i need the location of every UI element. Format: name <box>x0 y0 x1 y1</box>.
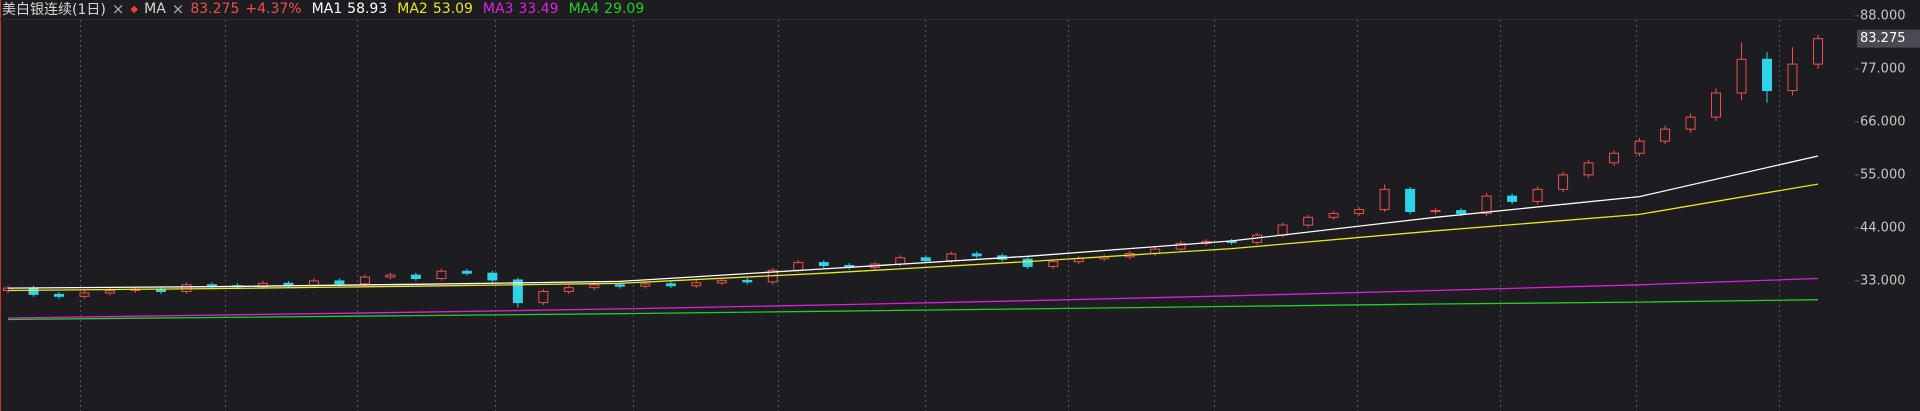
candle-body <box>793 262 804 271</box>
ma-legend-item: MA2 53.09 <box>397 1 473 17</box>
candle-body <box>334 280 345 285</box>
candle-body <box>614 284 625 287</box>
last-price: 83.275 <box>190 1 240 17</box>
y-tick-label: 55.000 <box>1860 167 1906 182</box>
candle-body <box>946 253 957 262</box>
candle-body <box>1736 58 1747 94</box>
y-tick-label: 66.000 <box>1860 114 1906 129</box>
candle-body <box>640 283 651 287</box>
candle-body <box>436 270 447 279</box>
candle-body <box>538 291 549 304</box>
candle-body <box>1532 188 1543 202</box>
ma-line <box>7 299 1819 321</box>
candle-body <box>1277 224 1288 236</box>
candle-body <box>1481 195 1492 214</box>
last-price-label: 83.275 <box>1860 31 1906 46</box>
candle-body <box>742 279 753 283</box>
close-icon[interactable]: × <box>171 0 185 18</box>
candle-body <box>920 257 931 262</box>
symbol: 美白银连续(1日) <box>2 2 106 18</box>
ma-legend-item: MA4 29.09 <box>569 1 645 17</box>
y-tick-label: 77.000 <box>1860 61 1906 76</box>
candle-body <box>1405 188 1416 213</box>
y-tick-label: 44.000 <box>1860 220 1906 235</box>
candle-body <box>563 287 574 293</box>
y-tick-label: 88.000 <box>1860 8 1906 23</box>
candle-body <box>512 279 523 304</box>
ma-value: 29.09 <box>604 1 645 17</box>
candle-body <box>1430 210 1441 213</box>
candle-body <box>1022 258 1033 267</box>
candle-body <box>1048 261 1059 267</box>
candle-body <box>1354 209 1365 214</box>
ma-line <box>7 277 1819 319</box>
ma-legend: MA1 58.93 MA2 53.09 MA3 33.49 MA4 29.09 <box>308 1 645 17</box>
y-tick-label: 33.000 <box>1860 273 1906 288</box>
candle-body <box>1762 58 1773 92</box>
candle-body <box>104 290 115 294</box>
ma-value: 33.49 <box>518 1 559 17</box>
candle-body <box>410 274 421 279</box>
candle-body <box>206 284 217 287</box>
change: +4.37% <box>245 1 302 17</box>
candle-body <box>1456 210 1467 214</box>
candle-body <box>79 292 90 297</box>
time-grid <box>80 20 1780 411</box>
candle-body <box>818 262 829 266</box>
candle-body <box>1813 38 1823 65</box>
candle-body <box>1583 162 1594 176</box>
candle-body <box>359 276 370 285</box>
legend-header: 美白银连续(1日) × ◆ MA × 83.275 +4.37% MA1 58.9… <box>2 0 644 18</box>
candle-body <box>1507 195 1518 202</box>
candle-body <box>895 257 906 265</box>
candle-body <box>1328 212 1339 218</box>
ma-value: 53.09 <box>432 1 473 17</box>
candle-body <box>53 293 64 297</box>
candle-body <box>1379 188 1390 211</box>
indicator: MA <box>144 1 166 17</box>
candle-body <box>665 283 676 287</box>
last-price-tag <box>1857 29 1920 48</box>
candle-body <box>1685 116 1696 130</box>
candle-body <box>385 274 396 278</box>
ma-line <box>7 155 1819 289</box>
candle-body <box>1558 174 1569 190</box>
candle-body <box>1175 242 1186 250</box>
candle-body <box>691 282 702 287</box>
candle-body <box>1609 152 1620 164</box>
ma-line <box>7 183 1819 292</box>
candle-body <box>1787 63 1798 92</box>
ma-name: MA4 <box>568 1 600 17</box>
ma-value: 58.93 <box>347 1 388 17</box>
ma-name: MA2 <box>397 1 428 17</box>
ma-name: MA1 <box>311 1 343 17</box>
candle-body <box>589 284 600 289</box>
candle-body <box>716 279 727 284</box>
candle-body <box>181 284 192 293</box>
indicator-icon: ◆ <box>130 3 139 15</box>
candle-body <box>1711 92 1722 118</box>
candle-body <box>1634 140 1645 154</box>
candle-body <box>3 287 13 292</box>
close-icon[interactable]: × <box>111 0 125 18</box>
candle-body <box>1660 128 1671 142</box>
candle-body <box>487 272 498 281</box>
candle-body <box>461 270 472 274</box>
candle-body <box>971 253 982 257</box>
candle-body <box>1303 216 1314 226</box>
ma-legend-item: MA3 33.49 <box>483 1 559 17</box>
candle-body <box>28 287 39 295</box>
ma-legend-item: MA1 58.93 <box>312 1 388 17</box>
ma-name: MA3 <box>482 1 514 17</box>
